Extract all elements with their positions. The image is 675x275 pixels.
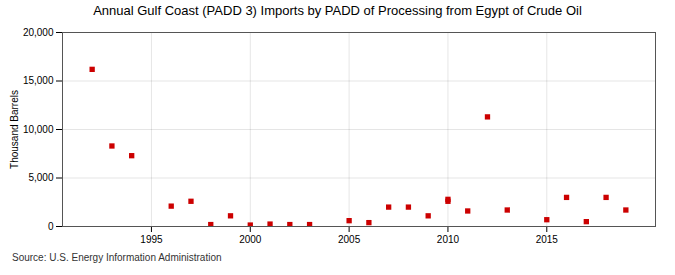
html-text:Annual Gulf Coast (PADD 3) Imp: Annual Gulf Coast (PADD 3) Imports by PA…	[93, 3, 582, 18]
svg-text:2000: 2000	[239, 234, 262, 245]
svg-text:Thousand Barrels: Thousand Barrels	[9, 90, 20, 169]
svg-text:5,000: 5,000	[28, 172, 53, 183]
svg-text:0: 0	[48, 221, 54, 232]
svg-text:20,000: 20,000	[23, 27, 54, 38]
svg-text:1995: 1995	[140, 234, 163, 245]
svg-text:2015: 2015	[536, 234, 559, 245]
html-text:Source: U.S. Energy Informatio: Source: U.S. Energy Information Administ…	[12, 252, 222, 263]
svg-text:2010: 2010	[437, 234, 460, 245]
svg-text:15,000: 15,000	[23, 75, 54, 86]
svg-text:10,000: 10,000	[23, 124, 54, 135]
svg-text:2005: 2005	[338, 234, 361, 245]
